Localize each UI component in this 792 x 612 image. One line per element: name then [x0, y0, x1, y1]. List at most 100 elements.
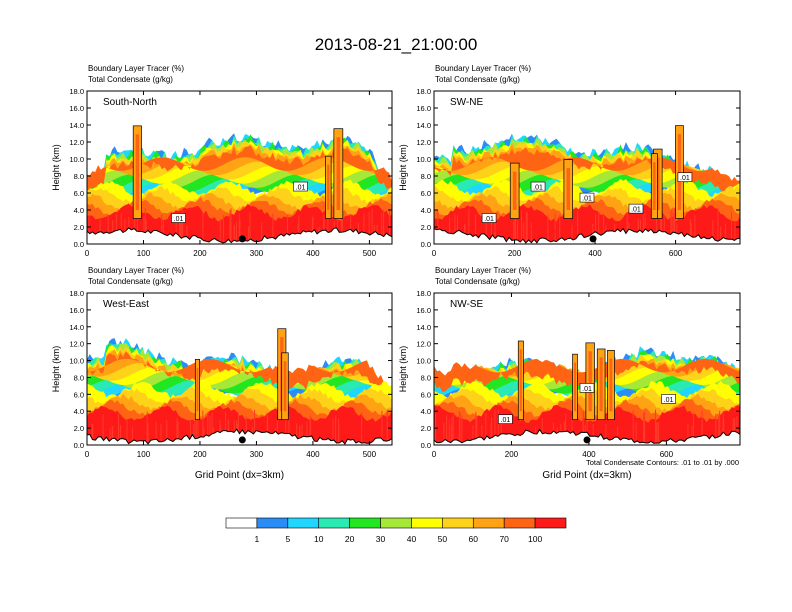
contour-label: .01: [631, 207, 641, 214]
y-tick-label: 14.0: [69, 121, 84, 130]
y-tick-label: 18.0: [416, 289, 431, 298]
location-marker: [238, 436, 246, 444]
subtitle-tracer: Boundary Layer Tracer (%): [435, 64, 531, 73]
colorbar-label: 40: [407, 534, 417, 544]
subtitle-tracer: Boundary Layer Tracer (%): [88, 64, 184, 73]
colorbar-label: 10: [314, 534, 324, 544]
y-tick-label: 8.0: [74, 373, 84, 382]
terrain-fill: [434, 228, 740, 244]
terrain-outline: [434, 428, 740, 444]
y-tick-label: 8.0: [74, 172, 84, 181]
x-tick-label: 0: [85, 450, 90, 459]
x-tick-label: 0: [85, 249, 90, 258]
x-tick-label: 300: [250, 249, 264, 258]
x-axis-label: Grid Point (dx=3km): [542, 470, 631, 481]
y-tick-label: 14.0: [416, 121, 431, 130]
tower-core: [574, 362, 576, 412]
contour-label: .01: [582, 196, 592, 203]
y-tick-label: 16.0: [69, 306, 84, 315]
plot-area: .01 .01 .01: [434, 293, 740, 445]
tower-core: [196, 367, 199, 412]
y-tick-label: 10.0: [416, 155, 431, 164]
contour-label-box: [579, 192, 595, 203]
tower-core: [327, 164, 330, 210]
tower-core: [677, 134, 682, 210]
contour-label: .01: [680, 175, 690, 182]
colorbar-swatch: [287, 517, 320, 529]
x-tick-label: 200: [193, 450, 207, 459]
y-tick-label: 2.0: [421, 223, 431, 232]
colorbar-swatch: [256, 517, 289, 529]
contour-label: .01: [533, 185, 543, 192]
panel-label: SW-NE: [450, 97, 483, 108]
x-tick-label: 600: [660, 450, 674, 459]
contour-label: .01: [582, 386, 592, 393]
plot-frame: [86, 90, 393, 245]
tower-core: [653, 162, 656, 210]
y-tick-label: 4.0: [421, 407, 431, 416]
plot-area: .01 .01: [87, 91, 392, 244]
y-tick-label: 6.0: [74, 390, 84, 399]
x-tick-label: 500: [363, 450, 377, 459]
tower-core: [656, 157, 660, 210]
tracer-band-7: [87, 142, 392, 196]
y-tick-label: 12.0: [416, 340, 431, 349]
colorbar-label: 20: [345, 534, 355, 544]
panel-sw-ne: .01 .01 .01 .01 .01 0.0 2.0 4.0 6.0 8.0 10.0 12.0 14…: [398, 64, 741, 258]
x-tick-label: 400: [306, 450, 320, 459]
tower-core: [283, 361, 287, 412]
panel-label: NW-SE: [450, 299, 483, 310]
contour-label: .01: [501, 417, 511, 424]
y-tick-label: 12.0: [69, 138, 84, 147]
y-tick-label: 16.0: [416, 104, 431, 113]
subtitle-condensate: Total Condensate (g/kg): [88, 75, 173, 84]
colorbar-label: 5: [285, 534, 290, 544]
y-tick-label: 18.0: [69, 289, 84, 298]
x-tick-label: 600: [669, 249, 683, 258]
tracer-band-8: [434, 147, 740, 198]
y-tick-label: 6.0: [421, 390, 431, 399]
panel-label: South-North: [103, 97, 157, 108]
tower-core: [512, 171, 517, 210]
y-tick-label: 10.0: [69, 357, 84, 366]
panel-west-east: 0.0 2.0 4.0 6.0 8.0 10.0 12.0 14.0 16.0 18.0 0 100 2…: [51, 266, 393, 481]
contour-label-box: [677, 172, 693, 182]
subtitle-tracer: Boundary Layer Tracer (%): [88, 266, 184, 275]
colorbar-label: 70: [499, 534, 509, 544]
y-tick-label: 16.0: [416, 306, 431, 315]
y-tick-label: 2.0: [421, 424, 431, 433]
y-tick-label: 8.0: [421, 373, 431, 382]
tower-core: [609, 358, 613, 412]
x-tick-label: 200: [508, 249, 522, 258]
subtitle-condensate: Total Condensate (g/kg): [435, 277, 520, 286]
subtitle-condensate: Total Condensate (g/kg): [88, 277, 173, 286]
x-tick-label: 100: [137, 450, 151, 459]
boundary-layer-band-4: [87, 405, 392, 445]
colorbar-label: 100: [528, 534, 542, 544]
contour-label: .01: [664, 397, 674, 404]
y-axis-label: Height (km): [398, 346, 408, 393]
y-tick-label: 14.0: [416, 323, 431, 332]
colorbar-swatch: [472, 517, 505, 529]
plot-area: .01 .01 .01 .01 .01: [434, 91, 740, 244]
contour-label: .01: [174, 216, 184, 223]
tower-core: [135, 134, 140, 210]
y-tick-label: 10.0: [69, 155, 84, 164]
tower-core: [519, 349, 522, 412]
contour-note: Total Condensate Contours: .01 to .01 by…: [586, 458, 739, 467]
y-axis-label: Height (km): [398, 144, 408, 191]
colorbar: 1 5 10 20 30 40 50 60 70 100: [225, 517, 567, 544]
panel-label: West-East: [103, 299, 149, 310]
panel-nw-se: .01 .01 .01 0.0 2.0 4.0 6.0 8.0 10.0 12.0 14.0 16.0…: [398, 266, 741, 481]
x-tick-label: 400: [306, 249, 320, 258]
colorbar-label: 50: [438, 534, 448, 544]
y-tick-label: 4.0: [421, 206, 431, 215]
contour-label-box: [498, 414, 513, 424]
y-tick-label: 6.0: [421, 189, 431, 198]
colorbar-label: 30: [376, 534, 386, 544]
contour-label-box: [661, 394, 676, 404]
y-tick-label: 14.0: [69, 323, 84, 332]
contour-label-box: [171, 213, 186, 223]
